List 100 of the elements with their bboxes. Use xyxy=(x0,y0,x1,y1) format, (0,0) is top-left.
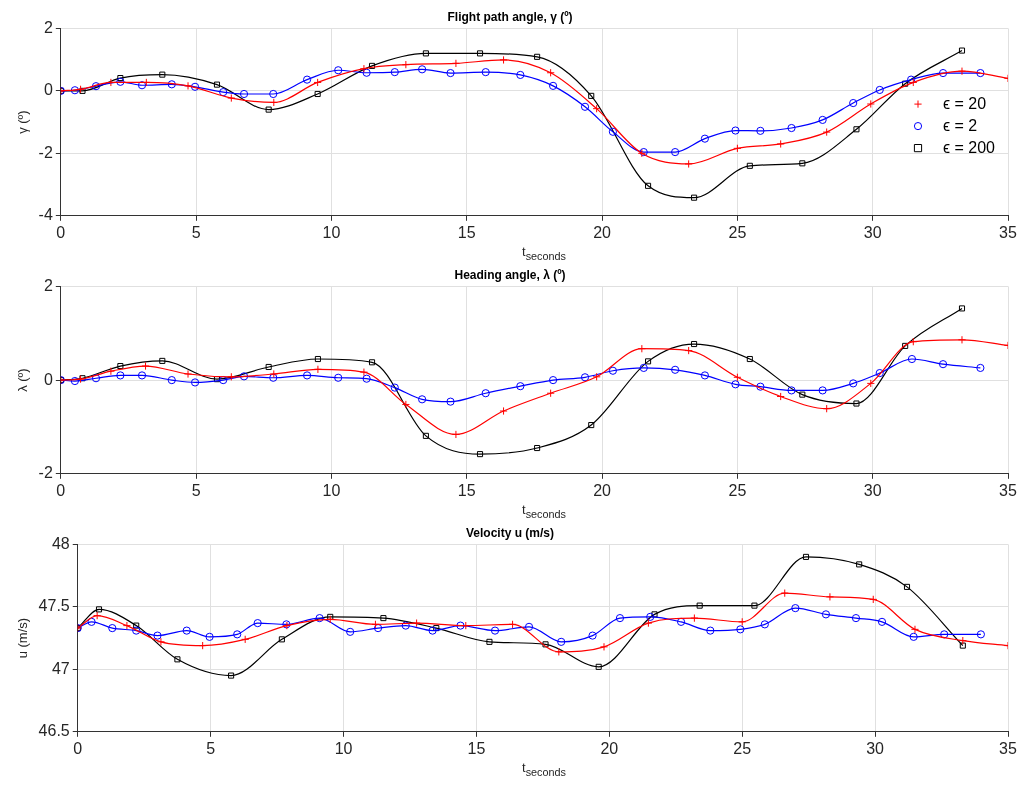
point xyxy=(524,622,534,631)
point xyxy=(615,614,625,623)
line-series xyxy=(77,553,966,679)
point xyxy=(481,68,490,77)
point xyxy=(302,75,312,84)
point xyxy=(159,357,166,364)
point xyxy=(746,162,753,169)
point xyxy=(738,617,747,626)
x-tick-label: 30 xyxy=(863,481,882,499)
point xyxy=(278,636,285,643)
point xyxy=(106,78,115,87)
point xyxy=(542,641,549,648)
y-tick-label: 46.5 xyxy=(38,722,70,740)
x-tick-label: 25 xyxy=(733,739,752,757)
point xyxy=(456,621,465,630)
x-tick-label: 20 xyxy=(593,223,612,241)
point xyxy=(799,160,806,167)
point xyxy=(132,626,141,635)
point xyxy=(903,583,911,590)
point xyxy=(499,406,508,416)
point xyxy=(910,625,920,634)
x-axis-title: t$_{seconds}$ xyxy=(521,760,567,778)
chart-title: Velocity u (m/s) xyxy=(465,525,555,540)
point xyxy=(756,382,765,391)
x-tick-label: 10 xyxy=(334,739,353,757)
point xyxy=(776,392,785,401)
point xyxy=(646,612,655,621)
point xyxy=(117,363,124,370)
point xyxy=(822,128,831,137)
point xyxy=(371,620,380,629)
point xyxy=(117,75,124,82)
point xyxy=(557,637,566,646)
point xyxy=(676,617,686,626)
point xyxy=(108,624,117,633)
point xyxy=(940,630,949,639)
y-tick-label: 47 xyxy=(51,659,70,677)
point xyxy=(821,610,831,619)
point xyxy=(875,85,884,95)
point xyxy=(116,77,125,86)
x-tick-label: 5 xyxy=(191,223,201,241)
y-tick-label: -2 xyxy=(38,143,53,161)
point xyxy=(534,444,541,452)
point xyxy=(592,372,601,381)
point xyxy=(241,635,250,644)
x-tick-label: 10 xyxy=(322,223,341,241)
y-axis-title: λ (º) xyxy=(15,368,31,392)
point xyxy=(902,80,909,87)
point xyxy=(645,358,652,365)
point xyxy=(401,621,410,630)
y-tick-label: 2 xyxy=(43,18,53,36)
point xyxy=(733,144,742,153)
point xyxy=(644,619,653,628)
point xyxy=(639,363,648,373)
x-tick-label: 0 xyxy=(73,739,83,757)
y-axis-title: u (m/s) xyxy=(15,617,31,659)
point xyxy=(451,430,461,439)
point xyxy=(592,104,601,113)
point xyxy=(133,622,140,629)
point xyxy=(595,663,602,670)
point xyxy=(818,115,827,125)
point xyxy=(70,376,79,386)
point xyxy=(976,68,985,78)
point xyxy=(684,346,693,355)
point xyxy=(580,373,590,382)
point xyxy=(938,360,948,369)
point xyxy=(359,64,369,73)
point xyxy=(849,379,858,388)
point xyxy=(787,386,796,395)
point xyxy=(976,363,985,373)
point xyxy=(822,404,831,413)
point xyxy=(799,391,806,398)
legend-label: ϵ = 20 xyxy=(943,94,987,112)
point xyxy=(958,47,966,54)
point xyxy=(412,619,421,628)
point xyxy=(486,638,493,645)
point xyxy=(390,383,399,392)
point xyxy=(190,378,200,387)
point xyxy=(174,656,181,663)
point xyxy=(696,602,703,609)
point xyxy=(875,368,884,378)
point xyxy=(219,376,228,385)
point xyxy=(141,361,150,371)
point xyxy=(651,611,658,618)
point xyxy=(401,60,410,69)
x-tick-label: 35 xyxy=(999,481,1017,499)
y-tick-label: 0 xyxy=(43,81,53,99)
x-tick-label: 25 xyxy=(728,481,747,499)
point xyxy=(137,371,147,380)
point xyxy=(373,624,383,633)
point xyxy=(95,606,103,613)
point xyxy=(219,88,228,97)
point xyxy=(853,126,860,133)
point xyxy=(756,126,765,135)
point xyxy=(818,386,827,395)
point xyxy=(588,422,595,429)
point xyxy=(608,366,617,375)
point xyxy=(909,632,918,641)
point xyxy=(380,615,387,622)
point xyxy=(700,134,710,143)
point xyxy=(116,371,125,380)
